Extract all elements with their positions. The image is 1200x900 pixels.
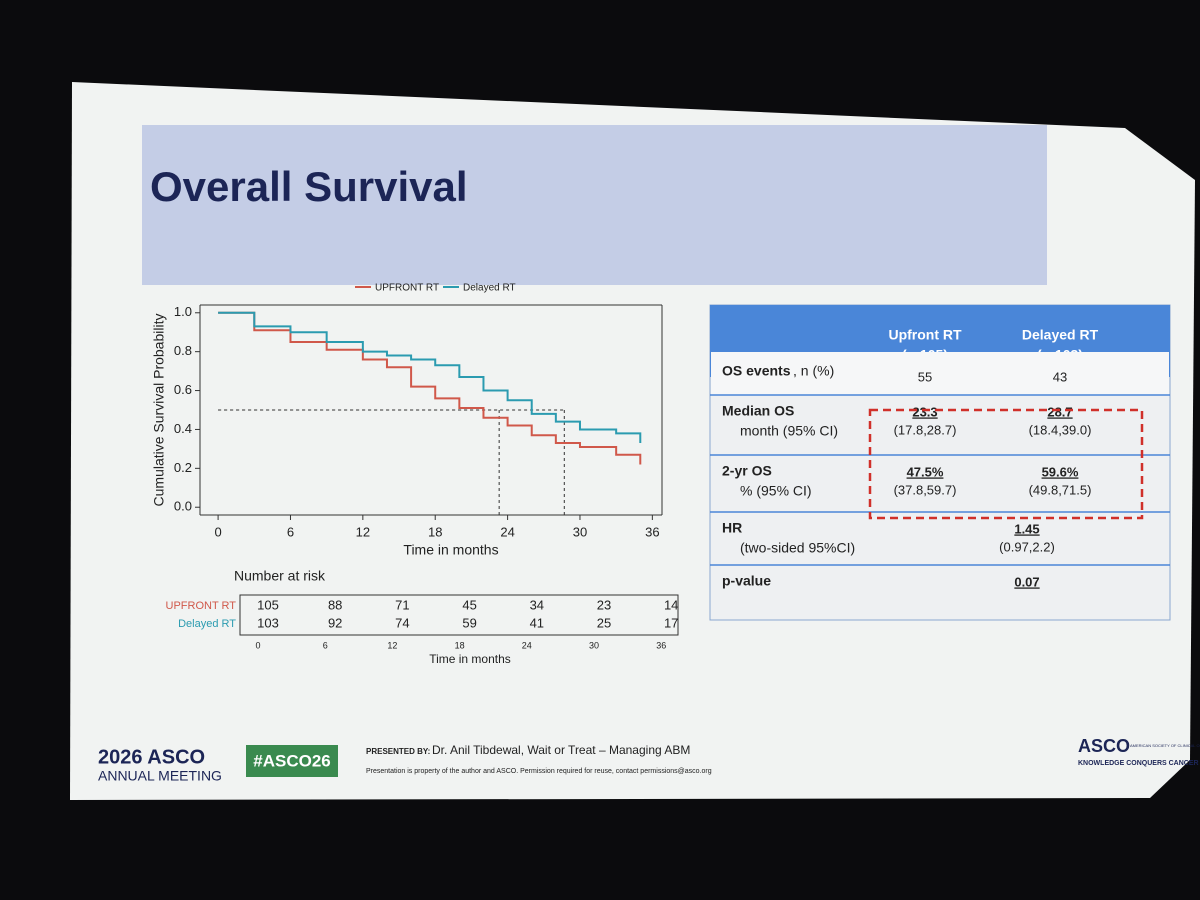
cell-value: (49.8,71.5) xyxy=(1029,482,1092,497)
x-tick-label: 24 xyxy=(500,524,514,539)
risk-time: 6 xyxy=(323,640,328,650)
row-detail: month (95% CI) xyxy=(740,423,838,439)
row-label: OS events xyxy=(722,363,791,379)
x-tick-label: 36 xyxy=(645,524,659,539)
risk-time: 0 xyxy=(255,640,260,650)
notice: Presentation is property of the author a… xyxy=(366,768,712,775)
x-tick-label: 12 xyxy=(356,524,370,539)
x-axis-label: Time in months xyxy=(403,542,498,558)
cell-value: 59.6% xyxy=(1042,464,1079,479)
row-detail: % (95% CI) xyxy=(740,483,812,499)
legend-label: Delayed RT xyxy=(463,283,516,294)
cell-value: (17.8,28.7) xyxy=(894,422,957,437)
cell-value: 47.5% xyxy=(907,464,944,479)
x-tick-label: 30 xyxy=(573,524,587,539)
cell-value: (0.97,2.2) xyxy=(999,539,1055,554)
risk-value: 92 xyxy=(328,615,342,630)
risk-time: 30 xyxy=(589,640,599,650)
risk-value: 74 xyxy=(395,615,409,630)
highlight-box xyxy=(868,408,1144,520)
cell-value: 0.07 xyxy=(1014,574,1039,589)
cell-value: (18.4,39.0) xyxy=(1029,422,1092,437)
cell-value: 1.45 xyxy=(1014,521,1039,536)
risk-row-name: UPFRONT RT xyxy=(166,600,237,612)
risk-time: 24 xyxy=(522,640,532,650)
tagline: KNOWLEDGE CONQUERS CANCER xyxy=(1078,760,1199,767)
cell-value: 23.3 xyxy=(912,404,937,419)
y-tick-label: 0.4 xyxy=(174,421,192,436)
cell-value: 43 xyxy=(1053,369,1067,384)
hashtag-bg xyxy=(246,745,338,777)
risk-time: 12 xyxy=(387,640,397,650)
presented-by: PRESENTED BY: xyxy=(366,747,430,756)
row-label: Median OS xyxy=(722,403,794,419)
y-tick-label: 0.8 xyxy=(174,343,192,358)
risk-time: 36 xyxy=(656,640,666,650)
meeting: ANNUAL MEETING xyxy=(98,768,222,784)
risk-value: 41 xyxy=(530,615,544,630)
risk-value: 14 xyxy=(664,597,678,612)
x-tick-label: 0 xyxy=(214,524,221,539)
column-header: Upfront RT xyxy=(888,327,962,343)
y-tick-label: 1.0 xyxy=(174,304,192,319)
slide-title: Overall Survival xyxy=(150,163,468,210)
risk-value: 88 xyxy=(328,597,342,612)
row-label: p-value xyxy=(722,573,771,589)
risk-value: 17 xyxy=(664,615,678,630)
risk-title: Number at risk xyxy=(234,568,326,584)
row-detail: (two-sided 95%CI) xyxy=(740,540,855,556)
y-tick-label: 0.2 xyxy=(174,460,192,475)
risk-value: 105 xyxy=(257,597,279,612)
x-tick-label: 18 xyxy=(428,524,442,539)
survival-curve xyxy=(218,311,642,444)
row-detail: , n (%) xyxy=(793,363,834,379)
risk-time: 18 xyxy=(455,640,465,650)
society: AMERICAN SOCIETY OF CLINICAL ONCOLOGY xyxy=(1130,743,1200,748)
risk-row-name: Delayed RT xyxy=(178,618,236,630)
risk-value: 34 xyxy=(530,597,544,612)
risk-box xyxy=(239,594,679,636)
risk-value: 103 xyxy=(257,615,279,630)
risk-value: 45 xyxy=(462,597,476,612)
hashtag: #ASCO26 xyxy=(253,751,330,770)
logo: ASCO xyxy=(1078,736,1130,756)
risk-value: 25 xyxy=(597,615,611,630)
cell-value: (37.8,59.7) xyxy=(894,482,957,497)
column-header: Delayed RT xyxy=(1022,327,1099,343)
risk-value: 23 xyxy=(597,597,611,612)
risk-value: 59 xyxy=(462,615,476,630)
risk-xlabel: Time in months xyxy=(429,652,511,666)
y-axis-label: Cumulative Survival Probability xyxy=(151,314,167,507)
y-tick-label: 0.6 xyxy=(174,382,192,397)
cell-value: 55 xyxy=(918,369,932,384)
brand: 2026 ASCO xyxy=(98,746,205,768)
risk-value: 71 xyxy=(395,597,409,612)
title-band xyxy=(142,125,1047,285)
presenter: Dr. Anil Tibdewal, Wait or Treat – Manag… xyxy=(432,743,690,757)
x-tick-label: 6 xyxy=(287,524,294,539)
cell-value: 28.7 xyxy=(1047,404,1072,419)
row-label: 2-yr OS xyxy=(722,463,772,479)
row-label: HR xyxy=(722,520,742,536)
y-tick-label: 0.0 xyxy=(174,499,192,514)
legend-label: UPFRONT RT xyxy=(375,283,439,294)
row-bg xyxy=(711,352,1169,395)
